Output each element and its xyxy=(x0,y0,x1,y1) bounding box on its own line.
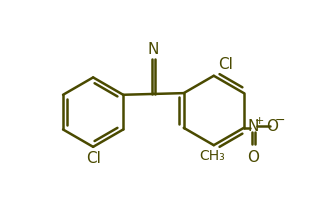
Text: O: O xyxy=(266,119,278,134)
Text: Cl: Cl xyxy=(218,57,232,72)
Text: O: O xyxy=(247,150,259,165)
Text: +: + xyxy=(254,116,264,126)
Text: Cl: Cl xyxy=(86,151,100,166)
Text: N: N xyxy=(248,119,259,134)
Text: CH₃: CH₃ xyxy=(199,149,225,163)
Text: −: − xyxy=(274,114,285,127)
Text: N: N xyxy=(148,42,159,57)
